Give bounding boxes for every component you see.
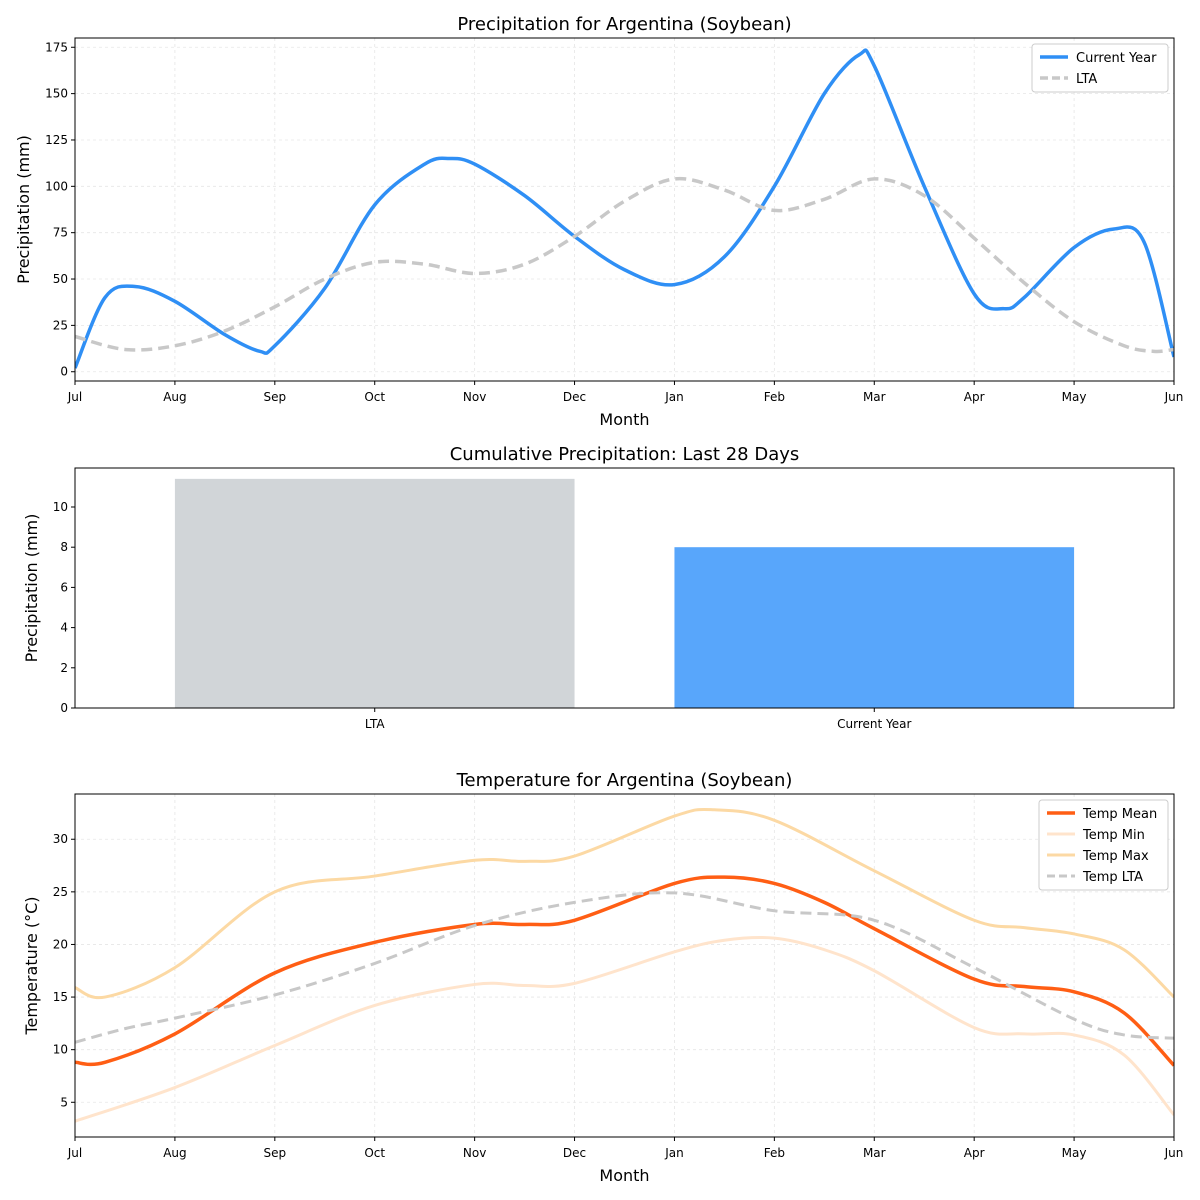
x-tick-label: May	[1062, 390, 1087, 404]
x-tick-label: Feb	[764, 390, 785, 404]
series-line-temp-min	[75, 935, 1174, 1123]
legend: Temp Mean Temp Min Temp Max Temp LTA	[1038, 799, 1169, 891]
legend-label: Temp Mean	[1082, 807, 1157, 822]
axes-frame	[74, 37, 1175, 382]
x-tick-label: Jun	[1164, 390, 1184, 404]
x-tick-label: Jun	[1164, 1146, 1184, 1160]
x-tick-label: Apr	[964, 1146, 985, 1160]
x-tick-label: Mar	[863, 390, 886, 404]
x-tick-label: Dec	[563, 390, 586, 404]
y-tick-label: 25	[53, 318, 68, 332]
x-tick-label: May	[1062, 1146, 1087, 1160]
chart-title: Precipitation for Argentina (Soybean)	[457, 14, 791, 35]
y-tick-label: 75	[53, 226, 68, 240]
y-tick-label: 175	[45, 40, 68, 54]
x-tick-label: Oct	[364, 390, 385, 404]
series-line-temp-lta	[75, 891, 1174, 1044]
legend-box	[1038, 799, 1169, 891]
y-tick-label: 15	[53, 990, 68, 1004]
y-tick-label: 6	[60, 580, 68, 594]
x-tick-label: Aug	[163, 1146, 186, 1160]
bar-lta	[174, 478, 575, 708]
x-tick-label: Jul	[67, 390, 82, 404]
x-axis-label: Month	[599, 410, 649, 429]
series-line-temp-max	[75, 807, 1174, 1000]
y-tick-label: 10	[53, 1043, 68, 1057]
y-tick-label: 0	[60, 701, 68, 715]
x-tick-label: Nov	[463, 1146, 486, 1160]
x-tick-label: Sep	[264, 390, 287, 404]
x-tick-label: Jul	[67, 1146, 82, 1160]
y-tick-label: 30	[53, 832, 68, 846]
legend-label: Current Year	[1076, 51, 1157, 66]
y-tick-label: 50	[53, 272, 68, 286]
x-tick-label: Sep	[264, 1146, 287, 1160]
chart-title: Cumulative Precipitation: Last 28 Days	[450, 444, 800, 465]
line-chart-2: Temp Mean Temp Min Temp Max Temp LTA	[71, 793, 1175, 1141]
legend-label: Temp Min	[1082, 828, 1145, 843]
y-tick-label: 5	[60, 1095, 68, 1109]
axes-frame	[74, 467, 1175, 709]
legend: Current Year LTA	[1031, 43, 1169, 93]
axes-frame	[74, 793, 1175, 1138]
bar-chart	[71, 467, 1175, 712]
x-tick-label: Jan	[664, 1146, 684, 1160]
y-tick-label: 20	[53, 937, 68, 951]
y-tick-label: 2	[60, 661, 68, 675]
y-tick-label: 100	[45, 179, 68, 193]
y-tick-label: 4	[60, 621, 68, 635]
y-tick-label: 150	[45, 87, 68, 101]
series-line-lta	[75, 176, 1174, 354]
x-tick-label: LTA	[365, 717, 385, 731]
x-tick-label: Apr	[964, 390, 985, 404]
legend-label: LTA	[1076, 72, 1097, 87]
y-tick-label: 0	[60, 365, 68, 379]
y-tick-label: 8	[60, 540, 68, 554]
x-tick-label: Dec	[563, 1146, 586, 1160]
bar-current-year	[674, 547, 1075, 708]
x-axis-label: Month	[599, 1166, 649, 1185]
x-tick-label: Aug	[163, 390, 186, 404]
chart-title: Temperature for Argentina (Soybean)	[456, 770, 793, 791]
y-tick-label: 10	[53, 500, 68, 514]
x-tick-label: Jan	[664, 390, 684, 404]
legend-label: Temp Max	[1082, 849, 1149, 864]
y-tick-label: 25	[53, 885, 68, 899]
x-tick-label: Nov	[463, 390, 486, 404]
x-tick-label: Feb	[764, 1146, 785, 1160]
y-axis-label: Temperature (°C)	[22, 896, 41, 1035]
series-line-temp-mean	[75, 875, 1174, 1067]
y-tick-label: 125	[45, 133, 68, 147]
line-chart-0: Current Year LTA	[71, 37, 1175, 385]
series-line-current-year	[75, 48, 1174, 369]
x-tick-label: Current Year	[837, 717, 911, 731]
x-tick-label: Mar	[863, 1146, 886, 1160]
y-axis-label: Precipitation (mm)	[14, 135, 33, 284]
y-axis-label: Precipitation (mm)	[22, 514, 41, 663]
legend-label: Temp LTA	[1082, 870, 1143, 885]
x-tick-label: Oct	[364, 1146, 385, 1160]
